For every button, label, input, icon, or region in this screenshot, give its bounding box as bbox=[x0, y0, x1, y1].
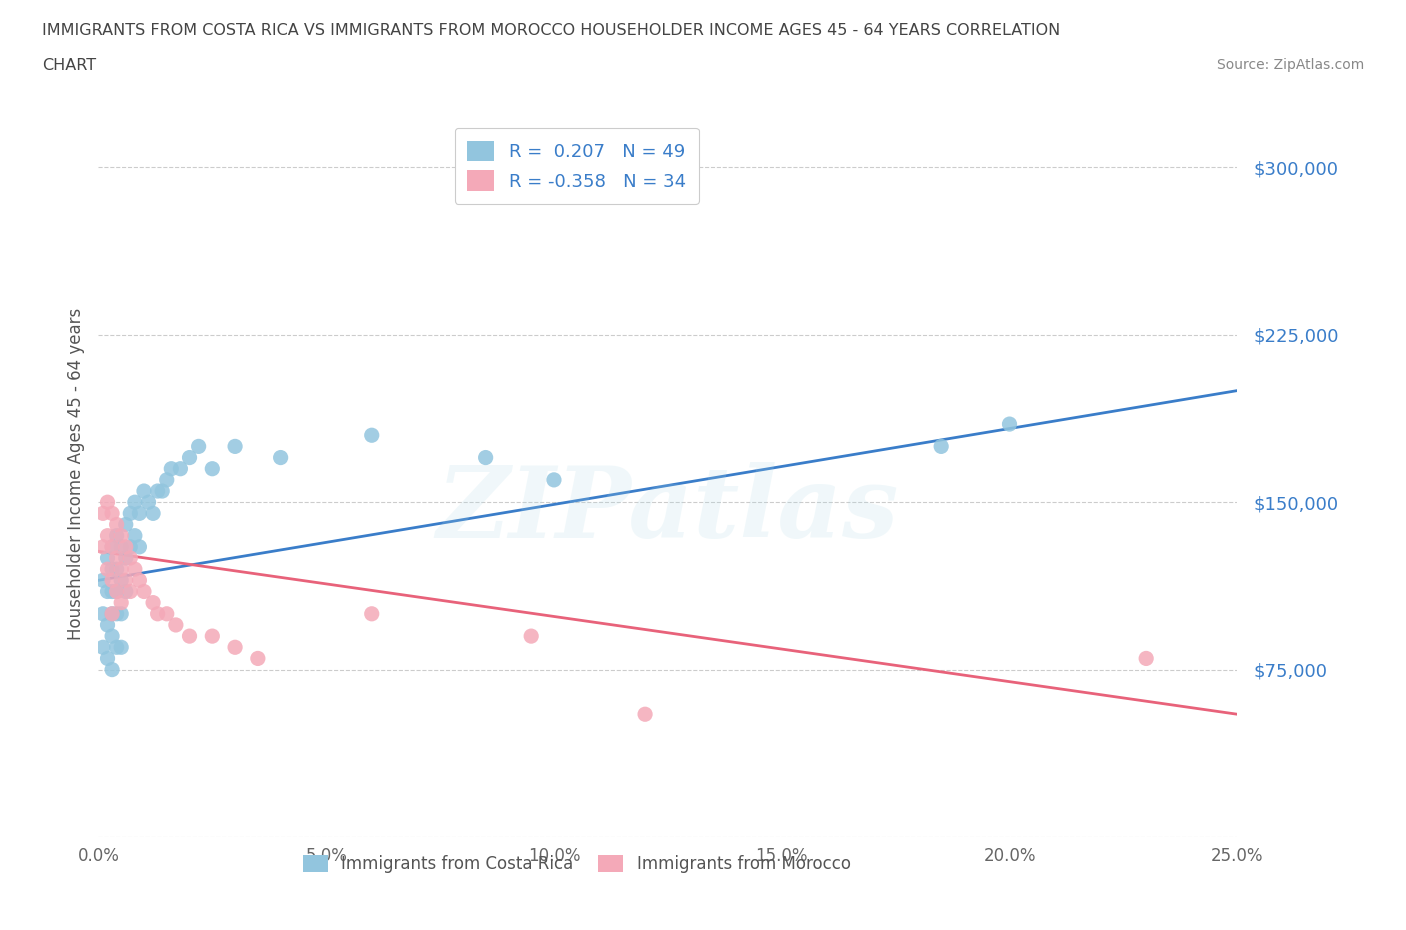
Point bbox=[120, 551, 142, 565]
Point bbox=[101, 562, 124, 577]
Point bbox=[105, 584, 128, 599]
Point bbox=[114, 517, 136, 532]
Point bbox=[138, 495, 160, 510]
Point bbox=[110, 539, 132, 554]
Point bbox=[110, 528, 132, 543]
Point bbox=[101, 506, 124, 521]
Point bbox=[110, 640, 132, 655]
Point bbox=[146, 484, 169, 498]
Point bbox=[128, 506, 150, 521]
Point bbox=[96, 495, 118, 510]
Point bbox=[146, 606, 169, 621]
Point bbox=[105, 528, 128, 543]
Point bbox=[156, 472, 179, 487]
Point bbox=[270, 450, 292, 465]
Point bbox=[360, 606, 382, 621]
Legend: Immigrants from Costa Rica, Immigrants from Morocco: Immigrants from Costa Rica, Immigrants f… bbox=[297, 848, 858, 880]
Point bbox=[91, 539, 114, 554]
Point bbox=[169, 461, 191, 476]
Point bbox=[142, 506, 165, 521]
Point bbox=[150, 484, 173, 498]
Point bbox=[187, 439, 209, 454]
Text: IMMIGRANTS FROM COSTA RICA VS IMMIGRANTS FROM MOROCCO HOUSEHOLDER INCOME AGES 45: IMMIGRANTS FROM COSTA RICA VS IMMIGRANTS… bbox=[42, 23, 1060, 38]
Point bbox=[96, 584, 118, 599]
Point bbox=[101, 606, 124, 621]
Point bbox=[91, 606, 114, 621]
Point bbox=[165, 618, 187, 632]
Point bbox=[114, 539, 136, 554]
Point bbox=[114, 584, 136, 599]
Point bbox=[142, 595, 165, 610]
Point bbox=[246, 651, 269, 666]
Point bbox=[96, 618, 118, 632]
Point bbox=[110, 573, 132, 588]
Point bbox=[105, 551, 128, 565]
Point bbox=[179, 450, 201, 465]
Point bbox=[110, 606, 132, 621]
Point bbox=[124, 495, 146, 510]
Point bbox=[110, 562, 132, 577]
Text: CHART: CHART bbox=[42, 58, 96, 73]
Point bbox=[634, 707, 657, 722]
Point bbox=[101, 606, 124, 621]
Point bbox=[474, 450, 496, 465]
Point bbox=[114, 551, 136, 565]
Point bbox=[224, 439, 246, 454]
Point bbox=[105, 640, 128, 655]
Point bbox=[96, 651, 118, 666]
Point bbox=[998, 417, 1021, 432]
Point bbox=[101, 573, 124, 588]
Point bbox=[101, 539, 124, 554]
Point bbox=[105, 584, 128, 599]
Point bbox=[105, 606, 128, 621]
Point bbox=[224, 640, 246, 655]
Point bbox=[201, 461, 224, 476]
Point bbox=[105, 562, 128, 577]
Point bbox=[114, 573, 136, 588]
Point bbox=[156, 606, 179, 621]
Point bbox=[91, 506, 114, 521]
Point bbox=[124, 562, 146, 577]
Point bbox=[101, 539, 124, 554]
Point bbox=[124, 528, 146, 543]
Point bbox=[520, 629, 543, 644]
Point bbox=[101, 584, 124, 599]
Point bbox=[96, 562, 118, 577]
Point bbox=[360, 428, 382, 443]
Point bbox=[132, 584, 155, 599]
Point bbox=[101, 629, 124, 644]
Point bbox=[91, 640, 114, 655]
Point bbox=[1135, 651, 1157, 666]
Point bbox=[96, 528, 118, 543]
Point bbox=[96, 551, 118, 565]
Point bbox=[110, 595, 132, 610]
Point bbox=[91, 573, 114, 588]
Text: ZIPatlas: ZIPatlas bbox=[437, 462, 898, 559]
Point bbox=[179, 629, 201, 644]
Point bbox=[101, 662, 124, 677]
Y-axis label: Householder Income Ages 45 - 64 years: Householder Income Ages 45 - 64 years bbox=[66, 308, 84, 641]
Point bbox=[160, 461, 183, 476]
Point bbox=[128, 539, 150, 554]
Point bbox=[929, 439, 952, 454]
Point bbox=[120, 506, 142, 521]
Point bbox=[201, 629, 224, 644]
Point bbox=[120, 584, 142, 599]
Point bbox=[120, 539, 142, 554]
Point bbox=[543, 472, 565, 487]
Text: Source: ZipAtlas.com: Source: ZipAtlas.com bbox=[1216, 58, 1364, 72]
Point bbox=[105, 517, 128, 532]
Point bbox=[128, 573, 150, 588]
Point bbox=[132, 484, 155, 498]
